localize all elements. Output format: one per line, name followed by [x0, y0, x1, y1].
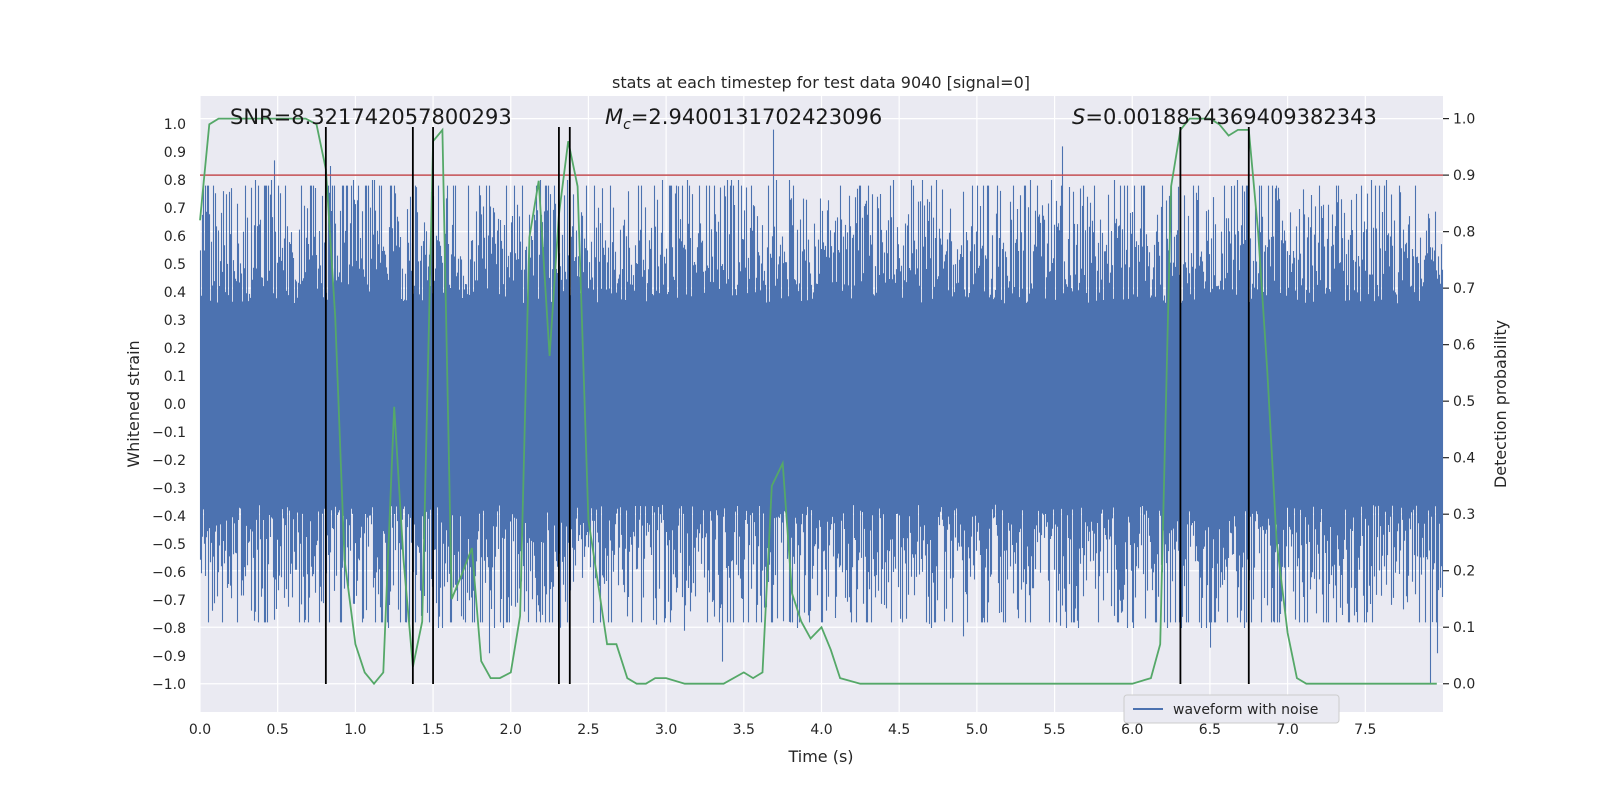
- y-tick-label: 0.7: [164, 201, 186, 217]
- y-tick-label: −0.1: [152, 425, 186, 441]
- y2-tick-label: 0.0: [1453, 677, 1475, 693]
- y2-tick-label: 0.8: [1453, 225, 1475, 241]
- x-tick-label: 5.5: [1043, 722, 1065, 738]
- y2-tick-label: 0.3: [1453, 507, 1475, 523]
- y2-tick-label: 0.1: [1453, 620, 1475, 636]
- y-tick-label: 0.5: [164, 257, 186, 273]
- y2-axis-label: Detection probability: [1491, 320, 1510, 488]
- x-tick-label: 1.5: [422, 722, 444, 738]
- y-axis-ticks: 1.0 0.9 0.8 0.7 0.6 0.5 0.4 0.3 0.2 0.1 0.0 −0.1 −0.…: [152, 117, 186, 693]
- x-tick-label: 3.5: [733, 722, 755, 738]
- y2-tick-label: 0.5: [1453, 394, 1475, 410]
- y-axis-label: Whitened strain: [124, 340, 143, 467]
- y-tick-label: −0.9: [152, 649, 186, 665]
- x-tick-label: 5.0: [966, 722, 988, 738]
- x-tick-label: 6.0: [1121, 722, 1143, 738]
- x-tick-label: 1.0: [344, 722, 366, 738]
- chirp-mass-value: =2.9400131702423096: [631, 105, 882, 129]
- y2-tick-label: 0.2: [1453, 564, 1475, 580]
- y-tick-label: 1.0: [164, 117, 186, 133]
- y2-tick-label: 1.0: [1453, 112, 1475, 128]
- x-axis-ticks: 0.0 0.5 1.0 1.5 2.0 2.5 3.0 3.5 4.0 4.5 5.0 5.5 6.0 6…: [189, 722, 1377, 738]
- s-value: =0.0018854369409382343: [1085, 105, 1377, 129]
- legend-label: waveform with noise: [1173, 702, 1318, 718]
- y-tick-label: −0.3: [152, 481, 186, 497]
- y-tick-label: −0.5: [152, 537, 186, 553]
- chirp-mass-annotation: Mc=2.9400131702423096: [605, 105, 882, 133]
- x-tick-label: 4.0: [810, 722, 832, 738]
- y-tick-label: −0.8: [152, 621, 186, 637]
- y-tick-label: 0.4: [164, 285, 186, 301]
- y2-tick-label: 0.6: [1453, 338, 1475, 354]
- y2-axis-ticks: 1.0 0.9 0.8 0.7 0.6 0.5 0.4 0.3 0.2 0.1 0.0: [1443, 112, 1475, 693]
- s-annotation: S=0.0018854369409382343: [1072, 105, 1377, 129]
- x-tick-label: 2.0: [500, 722, 522, 738]
- detection-probability-series: [199, 117, 1437, 686]
- legend: waveform with noise: [1123, 694, 1340, 724]
- x-tick-label: 3.0: [655, 722, 677, 738]
- x-tick-label: 0.5: [267, 722, 289, 738]
- chirp-mass-symbol: M: [605, 105, 623, 129]
- chirp-mass-subscript: c: [623, 117, 631, 133]
- y-tick-label: −0.7: [152, 593, 186, 609]
- x-tick-label: 7.5: [1354, 722, 1376, 738]
- x-axis-label: Time (s): [787, 747, 853, 766]
- x-tick-label: 6.5: [1199, 722, 1221, 738]
- chart-title: stats at each timestep for test data 904…: [612, 73, 1030, 92]
- y-tick-label: −0.6: [152, 565, 186, 581]
- x-tick-label: 0.0: [189, 722, 211, 738]
- x-tick-label: 4.5: [888, 722, 910, 738]
- y-tick-label: 0.2: [164, 341, 186, 357]
- y2-tick-label: 0.7: [1453, 281, 1475, 297]
- y-tick-label: 0.1: [164, 369, 186, 385]
- legend-box: [1123, 694, 1340, 724]
- detection-markers: [324, 127, 1250, 684]
- s-symbol: S: [1072, 105, 1085, 129]
- y-tick-label: 0.6: [164, 229, 186, 245]
- y-tick-label: −0.4: [152, 509, 186, 525]
- y-tick-label: −0.2: [152, 453, 186, 469]
- detection-probability-line: [199, 117, 1437, 686]
- x-tick-label: 2.5: [577, 722, 599, 738]
- y-tick-label: 0.0: [164, 397, 186, 413]
- y2-tick-label: 0.9: [1453, 168, 1475, 184]
- x-tick-label: 7.0: [1276, 722, 1298, 738]
- y2-tick-label: 0.4: [1453, 451, 1475, 467]
- y-tick-label: −1.0: [152, 677, 186, 693]
- y-tick-label: 0.9: [164, 145, 186, 161]
- y-tick-label: 0.3: [164, 313, 186, 329]
- y-tick-label: 0.8: [164, 173, 186, 189]
- snr-annotation: SNR=8.321742057800293: [230, 105, 512, 129]
